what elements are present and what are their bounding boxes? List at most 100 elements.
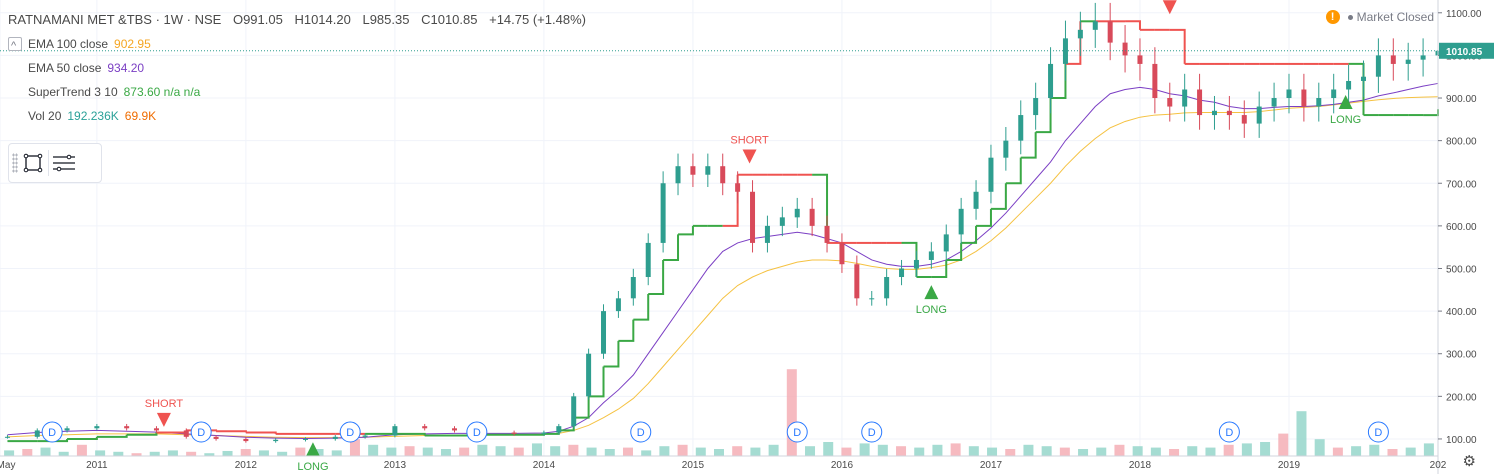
candle-body <box>809 208 815 226</box>
supertrend-segment <box>663 234 680 261</box>
candle-body <box>1241 115 1247 124</box>
ohlc-open: O991.05 <box>232 12 283 27</box>
volume-bar <box>531 443 542 456</box>
y-tick-label: 900.00 <box>1446 94 1477 105</box>
volume-bar <box>1351 446 1362 456</box>
indicator-value-secondary: 69.9K <box>124 109 157 123</box>
rectangle-tool-icon[interactable] <box>18 148 48 178</box>
volume-bar <box>1314 439 1325 456</box>
candle-body <box>1346 80 1352 90</box>
lines-tool-icon[interactable] <box>49 148 79 178</box>
volume-bar <box>149 451 160 456</box>
volume-bar <box>805 446 816 456</box>
volume-bar <box>22 449 33 456</box>
candle-body <box>1360 76 1366 81</box>
settings-gear-icon[interactable]: ⚙ <box>1462 453 1476 470</box>
supertrend-segment <box>1125 20 1141 30</box>
candle-body <box>556 426 562 433</box>
supertrend-segment <box>633 294 650 321</box>
candle-body <box>630 277 636 299</box>
dividend-marker-label: D <box>1374 427 1382 439</box>
supertrend-segment <box>1423 109 1439 117</box>
supertrend-segment <box>976 208 992 227</box>
candle-body <box>764 225 770 243</box>
volume-bar <box>1205 447 1216 456</box>
dividend-marker-label: D <box>48 427 56 439</box>
volume-bar <box>750 447 761 456</box>
drag-handle-icon[interactable] <box>12 153 18 173</box>
y-tick-label: 1100.00 <box>1446 9 1482 20</box>
y-tick-label: 400.00 <box>1446 307 1477 318</box>
ohlc-close: C1010.85 <box>421 12 478 27</box>
x-tick-label: 202 <box>1430 460 1447 471</box>
candle-body <box>1048 63 1054 99</box>
volume-bar <box>277 451 288 456</box>
y-tick-label: 500.00 <box>1446 264 1477 275</box>
candle-body <box>839 242 845 265</box>
volume-bar <box>1041 446 1052 456</box>
ema50-line <box>7 82 1439 440</box>
y-tick-label: 600.00 <box>1446 222 1477 233</box>
supertrend-segment <box>931 259 948 279</box>
dividend-marker-icon <box>339 421 361 443</box>
candle-body <box>1405 59 1411 64</box>
candle-body <box>1152 63 1158 99</box>
ohlc-high: H1014.20 <box>294 12 351 27</box>
candle-body <box>779 217 785 226</box>
warning-icon[interactable]: ! <box>1325 10 1340 24</box>
indicator-label: Vol 20 <box>28 109 62 123</box>
supertrend-segment <box>946 242 963 261</box>
indicator-ema50[interactable]: EMA 50 close 934.20 <box>8 56 586 80</box>
candle-body <box>1331 89 1337 99</box>
volume-bar <box>1405 447 1416 456</box>
candle-body <box>943 234 949 252</box>
volume-bar <box>1296 411 1307 456</box>
ema100-line <box>7 96 1439 439</box>
candle-body <box>1107 21 1113 43</box>
candle-body <box>1122 42 1128 56</box>
volume-bar <box>1387 449 1398 456</box>
candle-body <box>1018 115 1024 141</box>
volume-bar <box>459 447 470 456</box>
x-tick-label: 2017 <box>980 460 1003 471</box>
supertrend-segment <box>1169 28 1186 64</box>
candle-body <box>705 166 711 175</box>
candle-body <box>720 166 726 184</box>
chart-legend: RATNAMANI MET &TBS · 1W · NSE O991.05 H1… <box>8 8 586 128</box>
volume-bar <box>349 439 360 456</box>
supertrend-segment <box>514 433 545 436</box>
x-tick-label: 2014 <box>533 460 556 471</box>
collapse-legend-icon[interactable] <box>8 37 22 51</box>
supertrend-segment <box>67 436 98 440</box>
indicator-volume[interactable]: Vol 20 192.236K 69.9K <box>8 104 586 128</box>
supertrend-segment <box>156 430 188 434</box>
candle-body <box>243 438 249 442</box>
candle-body <box>153 428 159 431</box>
candle-body <box>124 426 130 429</box>
indicator-ema100[interactable]: EMA 100 close 902.95 <box>8 32 586 56</box>
x-tick-label: 2012 <box>235 460 258 471</box>
candle-body <box>1301 89 1307 107</box>
dividend-marker-icon <box>1367 421 1389 443</box>
candle-body <box>1182 89 1188 107</box>
indicator-supertrend[interactable]: SuperTrend 3 10 873.60 n/a n/a <box>8 80 586 104</box>
volume-bar <box>1132 446 1143 456</box>
volume-bar <box>404 446 415 456</box>
supertrend-segment <box>216 430 247 433</box>
volume-bar <box>240 449 251 456</box>
supertrend-segment <box>573 396 590 419</box>
candle-body <box>571 396 577 427</box>
short-arrow-icon <box>742 149 757 164</box>
ohlc-low: L985.35 <box>362 12 410 27</box>
volume-bar <box>950 443 961 456</box>
volume-bar <box>586 447 597 456</box>
current-price-label: 1010.85 <box>1446 47 1483 58</box>
candle-body <box>1316 98 1322 107</box>
x-tick-label: 2018 <box>1129 460 1152 471</box>
symbol-title[interactable]: RATNAMANI MET &TBS · 1W · NSE <box>8 12 222 27</box>
dividend-marker-label: D <box>637 427 645 439</box>
candle-body <box>392 426 398 436</box>
volume-bar <box>4 450 15 456</box>
market-status[interactable]: ! Market Closed <box>1325 10 1434 24</box>
